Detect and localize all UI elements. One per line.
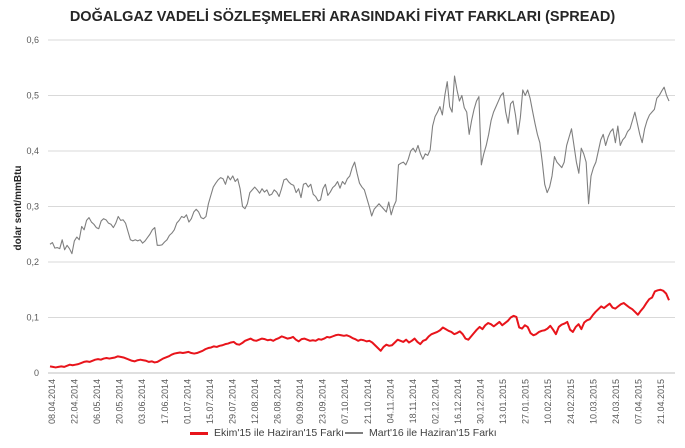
x-tick-labels: 08.04.2014 22.04.2014 06.05.2014 20.05.2014… (47, 379, 666, 424)
x-tick-label: 13.01.2015 (498, 379, 508, 424)
x-tick-label: 16.12.2014 (453, 379, 463, 424)
y-tick-label: 0,2 (26, 257, 39, 267)
legend-item-mart: Mart'16 ile Haziran'15 Farkı (345, 427, 497, 439)
series-line-0 (49, 288, 670, 369)
x-tick-label: 10.03.2015 (588, 379, 598, 424)
y-tick-label: 0,5 (26, 91, 39, 101)
legend-label-ekim: Ekim'15 ile Haziran'15 Farkı (214, 427, 345, 439)
x-tick-label: 29.07.2014 (227, 379, 237, 424)
y-tick-label: 0 (34, 368, 39, 378)
x-tick-label: 07.04.2015 (633, 379, 643, 424)
x-tick-label: 08.04.2014 (47, 379, 57, 424)
x-tick-label: 07.10.2014 (340, 379, 350, 424)
x-tick-label: 20.05.2014 (115, 379, 125, 424)
x-tick-label: 02.12.2014 (430, 379, 440, 424)
x-tick-label: 26.08.2014 (273, 379, 283, 424)
y-tick-label: 0,4 (26, 146, 39, 156)
series-line-1 (49, 75, 670, 255)
x-tick-label: 21.10.2014 (363, 379, 373, 424)
x-tick-label: 03.06.2014 (137, 379, 147, 424)
x-tick-label: 04.11.2014 (385, 379, 395, 423)
x-tick-label: 15.07.2014 (205, 379, 215, 424)
y-tick-label: 0,6 (26, 35, 39, 45)
y-tick-labels: 0 0,1 0,2 0,3 0,4 0,5 0,6 (26, 35, 39, 378)
legend-label-mart: Mart'16 ile Haziran'15 Farkı (369, 427, 497, 439)
x-tick-label: 24.02.2015 (566, 379, 576, 424)
x-tick-label: 10.02.2015 (543, 379, 553, 424)
x-tick-label: 24.03.2015 (611, 379, 621, 424)
x-tick-label: 27.01.2015 (521, 379, 531, 424)
gridlines (48, 39, 675, 374)
x-tick-label: 21.04.2015 (656, 379, 666, 424)
chart-title: DOĞALGAZ VADELİ SÖZLEŞMELERİ ARASINDAKİ … (69, 9, 616, 25)
legend-item-ekim: Ekim'15 ile Haziran'15 Farkı (190, 427, 344, 439)
y-tick-label: 0,3 (26, 202, 39, 212)
series-layer (49, 75, 670, 369)
x-tick-label: 09.09.2014 (295, 379, 305, 424)
legend-swatch-gray (345, 432, 363, 434)
x-tick-label: 17.06.2014 (160, 379, 170, 424)
x-tick-label: 30.12.2014 (476, 379, 486, 424)
x-tick-label: 23.09.2014 (318, 379, 328, 424)
y-tick-label: 0,1 (26, 313, 39, 323)
x-tick-label: 12.08.2014 (250, 379, 260, 424)
x-tick-label: 01.07.2014 (182, 379, 192, 424)
x-tick-label: 06.05.2014 (92, 379, 102, 424)
legend-swatch-red (190, 431, 208, 435)
x-tick-label: 22.04.2014 (70, 379, 80, 424)
y-axis-label: dolar sent/mmBtu (13, 165, 24, 250)
x-tick-label: 18.11.2014 (408, 379, 418, 423)
